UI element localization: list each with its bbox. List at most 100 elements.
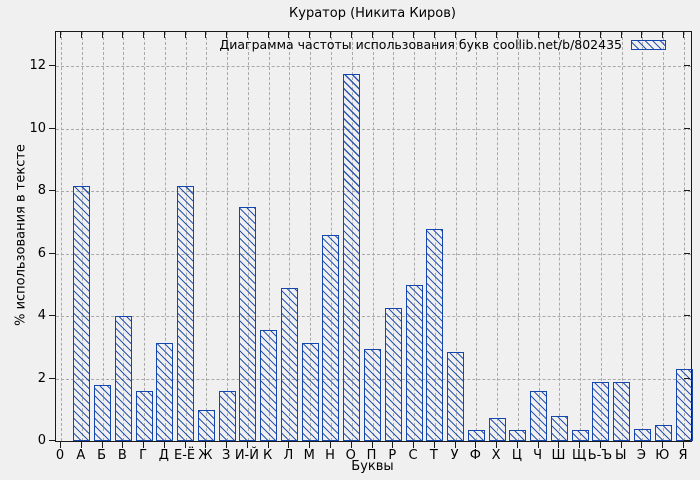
bar-Р [384,308,402,441]
gridline-x-П [372,32,374,441]
bar-З [218,391,236,441]
x-tick-top [309,32,311,38]
y-tick-left [49,65,55,67]
x-tick-top [329,32,331,38]
x-tick-bottom [288,442,290,448]
x-tick-bottom [60,442,61,448]
x-tick-label-Э: Э [636,448,646,463]
y-tick-right [684,315,690,317]
y-tick-right [684,440,690,441]
legend: Диаграмма частоты использования букв coo… [219,37,666,52]
bar-С [405,284,423,441]
x-tick-label-Я: Я [678,448,688,463]
plot-area: Диаграмма частоты использования букв coo… [55,31,693,442]
x-tick-label-И-Й: И-Й [234,448,259,463]
x-tick-top [475,32,477,38]
x-tick-label-Ш: Ш [551,448,566,463]
x-tick-bottom [537,442,539,448]
gridline-x-Л [289,32,291,441]
x-tick-bottom [516,442,518,448]
gridline-x-Б [102,32,104,441]
x-tick-bottom [641,442,643,448]
x-tick-top [101,32,103,38]
x-tick-label-Ь-Ъ: Ь-Ъ [587,448,613,463]
x-tick-bottom [309,442,311,448]
x-tick-label-Ы: Ы [614,448,627,463]
x-tick-bottom [246,442,248,448]
bar-Ю [654,425,672,441]
x-tick-label-Л: Л [283,448,294,463]
x-tick-bottom [371,442,373,448]
chart-title: Куратор (Никита Киров) [289,6,456,21]
x-tick-top [683,32,684,38]
x-tick-bottom [454,442,456,448]
gridline-x-Ц [517,32,519,441]
x-tick-top [371,32,373,38]
x-tick-bottom [143,442,145,448]
gridline-x-В [123,32,125,441]
y-tick-label-6: 6 [37,245,46,261]
x-tick-top [433,32,435,38]
x-tick-top [163,32,165,38]
x-tick-top [226,32,228,38]
x-tick-label-Е-Ё: Е-Ё [174,448,196,463]
bar-Ц [509,430,527,441]
x-tick-label-Т: Т [429,448,438,463]
x-tick-bottom [163,442,165,448]
y-tick-label-12: 12 [29,58,46,74]
gridline-x-Я [684,32,685,441]
x-tick-label-С: С [408,448,418,463]
bar-К [260,330,278,441]
gridline-x-З [227,32,229,441]
x-tick-top [80,32,82,38]
x-tick-bottom [392,442,394,448]
y-tick-left [49,315,55,317]
y-tick-left [49,190,55,192]
x-tick-top [392,32,394,38]
x-tick-bottom [122,442,124,448]
x-tick-top [267,32,269,38]
bar-Щ [571,430,589,441]
bar-Ф [467,430,485,441]
bar-Л [280,287,298,441]
x-tick-bottom [267,442,269,448]
x-tick-top [620,32,622,38]
x-tick-top [558,32,560,38]
y-tick-label-0: 0 [37,433,46,448]
bar-П [364,348,381,441]
x-tick-label-Ф: Ф [469,448,481,463]
bar-Ь-Ъ [592,381,610,441]
x-tick-bottom [496,442,498,448]
y-tick-left [49,440,55,441]
x-tick-label-М: М [303,448,315,463]
y-tick-right [684,65,690,67]
x-tick-top [454,32,456,38]
x-tick-top [641,32,643,38]
y-tick-label-2: 2 [37,370,46,386]
legend-swatch [631,39,666,50]
x-tick-top [205,32,207,38]
x-tick-bottom [80,442,82,448]
y-tick-right [684,127,690,129]
x-tick-bottom [413,442,415,448]
x-tick-top [350,32,352,38]
x-tick-label-Ц: Ц [511,448,522,463]
x-tick-top [122,32,124,38]
x-tick-top [599,32,601,38]
x-tick-bottom [350,442,352,448]
bar-Э [633,428,651,441]
bar-И-Й [239,206,257,441]
x-tick-top [184,32,186,38]
bar-Ш [550,416,568,441]
gridline-x-Э [642,32,644,441]
gridline-x-К [268,32,270,441]
x-tick-label-Щ: Щ [572,448,587,463]
bar-Н [322,234,340,441]
gridline-x-Ы [621,32,623,441]
x-tick-bottom [433,442,435,448]
x-tick-label-П: П [366,448,377,463]
gridline-x-Ш [559,32,561,441]
x-tick-label-Г: Г [139,448,148,463]
y-tick-left [49,127,55,129]
x-tick-label-Д: Д [158,448,169,463]
